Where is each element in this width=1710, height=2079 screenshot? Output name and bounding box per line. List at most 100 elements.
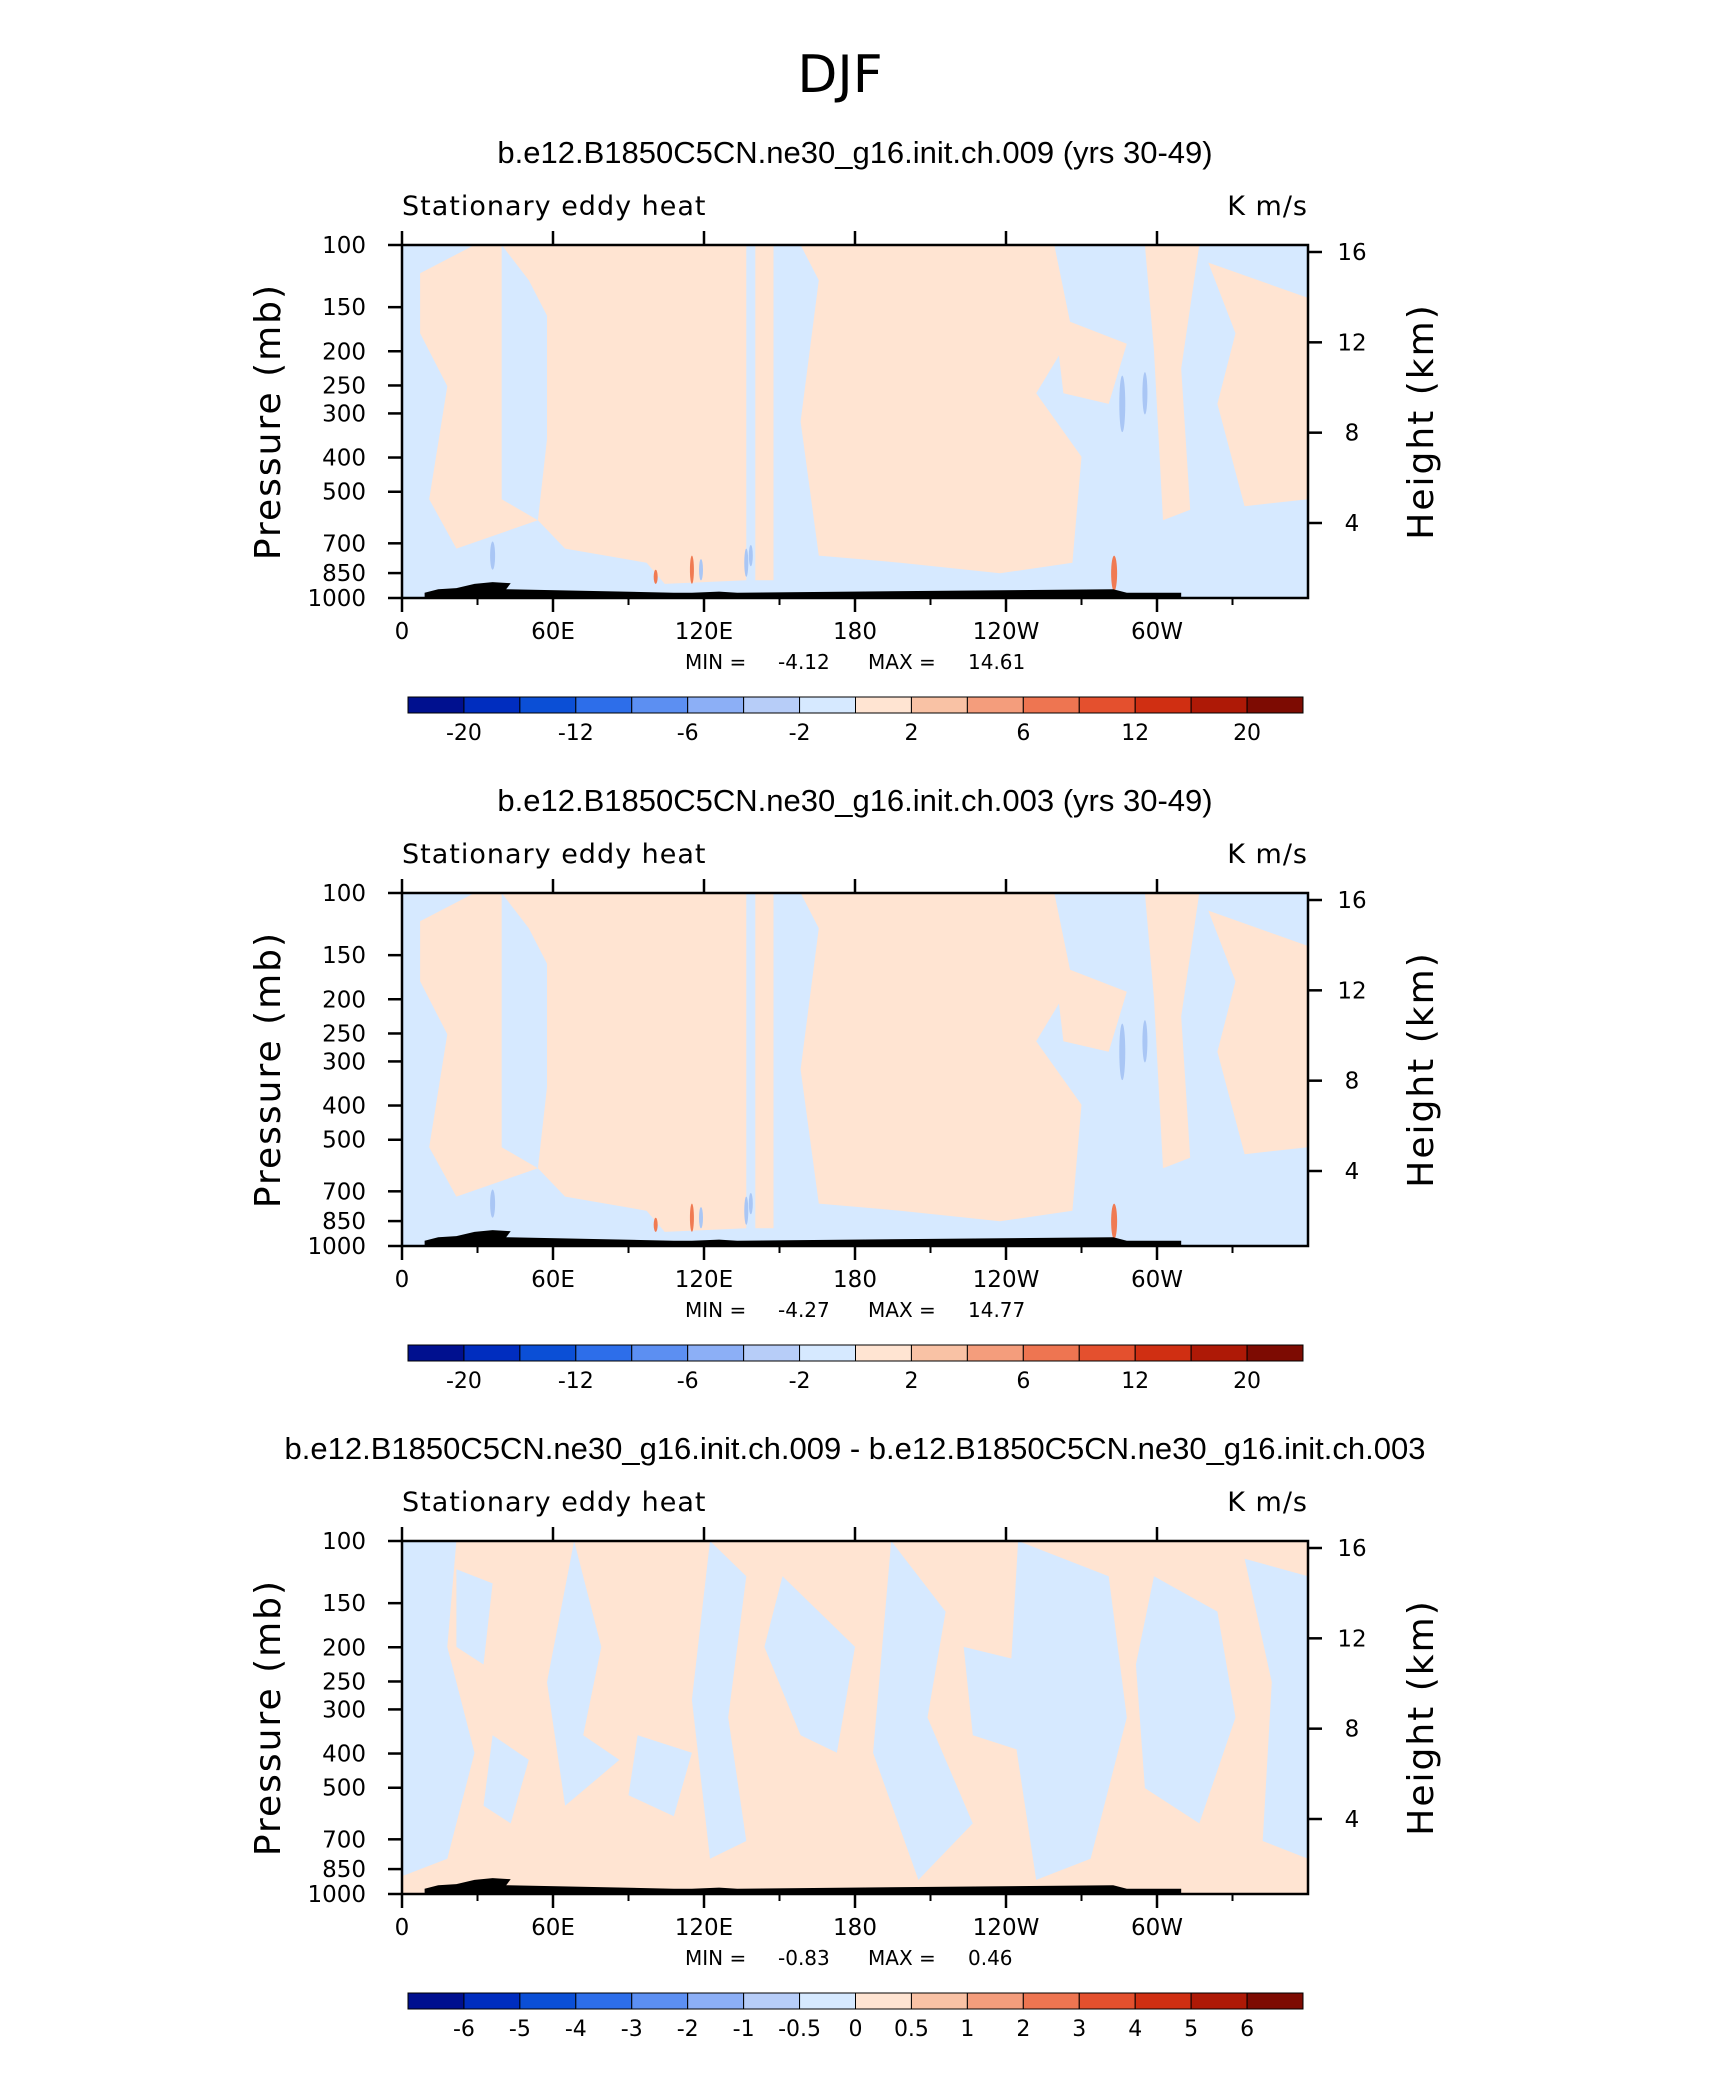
x-tick-label: 60W [1131, 619, 1183, 645]
colorbar-swatch [1246, 1992, 1304, 2010]
colorbar-swatch [463, 1992, 521, 2010]
max-value: 14.77 [968, 1298, 1025, 1322]
colorbar-label: 4 [1128, 2017, 1142, 2042]
colorbar-label: -20 [446, 1369, 482, 1394]
x-tick-label: 120W [973, 1267, 1040, 1293]
colorbar-swatch [1246, 696, 1304, 714]
topography [424, 1878, 1182, 1894]
colorbar-swatch [519, 1992, 577, 2010]
colorbar-swatch [1022, 1344, 1080, 1362]
positive-region [682, 893, 701, 1229]
y-tick-label: 500 [322, 1776, 366, 1802]
y-tick-label: 400 [322, 446, 366, 472]
colorbar-swatch [631, 1992, 689, 2010]
colorbar-swatch [743, 1344, 801, 1362]
y-tick-label: 850 [322, 561, 366, 587]
x-tick-label: 120E [675, 619, 733, 645]
positive-contour [1111, 555, 1118, 591]
figure-title: DJF [797, 45, 882, 105]
y2-tick-label: 12 [1337, 978, 1366, 1004]
colorbar-swatch [743, 1992, 801, 2010]
colorbar-label: -12 [558, 721, 594, 746]
colorbar-swatch [631, 696, 689, 714]
negative-contour [748, 545, 753, 567]
colorbar-swatch [1190, 1992, 1248, 2010]
colorbar-swatch [966, 1992, 1024, 2010]
y-tick-label: 1000 [307, 586, 366, 612]
negative-region [1009, 1541, 1127, 1880]
negative-contour [490, 541, 496, 570]
colorbar-label: -6 [677, 1369, 699, 1394]
y-axis-title: Pressure (mb) [248, 1579, 289, 1856]
colorbar-swatch [519, 1344, 577, 1362]
colorbar-label: -2 [789, 721, 811, 746]
colorbar-swatch [575, 1344, 633, 1362]
positive-region [909, 1087, 973, 1141]
negative-contour [744, 548, 749, 577]
colorbar-swatch [910, 696, 968, 714]
negative-contour [748, 1193, 753, 1215]
positive-region [1208, 910, 1308, 1155]
colorbar-label: -0.5 [778, 2017, 821, 2042]
colorbar-swatch [519, 696, 577, 714]
positive-contour [689, 1203, 694, 1232]
colorbar-swatch [799, 696, 856, 714]
colorbar: -6 -5 -4 -3 -2 -1 -0.5 0 0.5 1 2 3 4 5 6 [407, 1992, 1304, 2042]
negative-contour [1142, 1020, 1148, 1063]
y-tick-label: 250 [322, 1669, 366, 1695]
colorbar-label: 1 [960, 2017, 974, 2042]
colorbar-swatch [1022, 1992, 1080, 2010]
y-tick-label: 1000 [307, 1234, 366, 1260]
y-tick-label: 100 [322, 233, 366, 259]
y-tick-label: 100 [322, 1529, 366, 1555]
colorbar-swatch [407, 1992, 465, 2010]
positive-region [909, 439, 973, 493]
max-label: MAX = [868, 1298, 936, 1322]
colorbar-label: -3 [621, 2017, 643, 2042]
y-tick-label: 200 [322, 987, 366, 1013]
y-axis-title: Pressure (mb) [248, 283, 289, 560]
panel-units-label: K m/s [1227, 1487, 1308, 1518]
negative-contour [1119, 1023, 1126, 1081]
x-tick-label: 120E [675, 1267, 733, 1293]
colorbar-swatch [631, 1344, 689, 1362]
negative-contour [490, 1189, 496, 1218]
y2-tick-label: 8 [1345, 421, 1360, 447]
colorbar-swatch [966, 1344, 1024, 1362]
negative-region [691, 1541, 747, 1859]
colorbar-swatch [1078, 1344, 1136, 1362]
y-tick-label: 200 [322, 339, 366, 365]
positive-region [1054, 315, 1127, 404]
y-tick-label: 500 [322, 1128, 366, 1154]
colorbar-swatch [855, 1992, 912, 2010]
colorbar-label: 2 [904, 721, 918, 746]
max-value: 14.61 [968, 650, 1025, 674]
y2-axis-title: Height (km) [1401, 303, 1442, 539]
y-tick-label: 700 [322, 1179, 366, 1205]
colorbar-swatch [855, 696, 912, 714]
colorbar-swatch [575, 696, 633, 714]
negative-region [483, 1735, 529, 1824]
colorbar-swatch [687, 696, 745, 714]
positive-region [800, 893, 1082, 1222]
field-shading [402, 245, 1308, 598]
y-tick-label: 200 [322, 1635, 366, 1661]
colorbar-swatch [1246, 1344, 1304, 1362]
y-tick-label: 400 [322, 1094, 366, 1120]
y2-tick-label: 16 [1337, 888, 1366, 914]
colorbar-label: -2 [677, 2017, 699, 2042]
y2-tick-label: 12 [1337, 330, 1366, 356]
min-value: -4.27 [778, 1298, 830, 1322]
y-tick-label: 300 [322, 1697, 366, 1723]
x-tick-label: 60E [531, 1915, 575, 1941]
panel-left-label: Stationary eddy heat [402, 191, 707, 222]
x-tick-label: 60W [1131, 1915, 1183, 1941]
negative-contour [698, 559, 703, 581]
chart-panel: b.e12.B1850C5CN.ne30_g16.init.ch.009 - b… [248, 1431, 1442, 2042]
positive-region [420, 893, 538, 1197]
colorbar-label: -12 [558, 1369, 594, 1394]
min-label: MIN = [685, 650, 746, 674]
colorbar-label: 2 [904, 1369, 918, 1394]
colorbar-swatch [687, 1992, 745, 2010]
